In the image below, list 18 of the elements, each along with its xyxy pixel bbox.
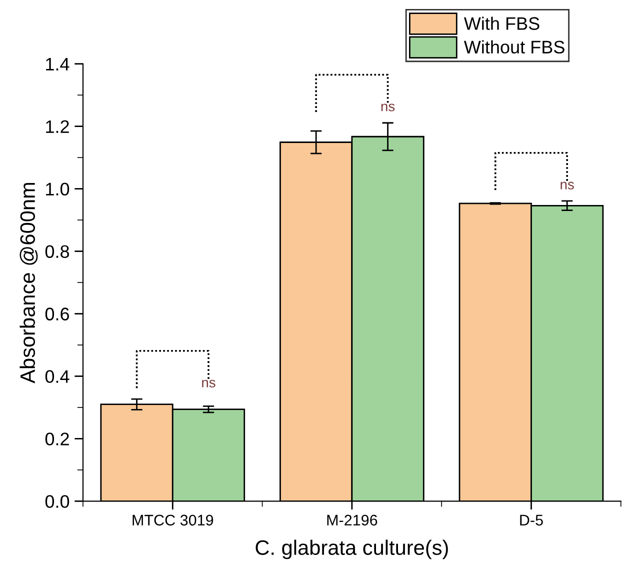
x-axis-title: C. glabrata culture(s) — [256, 540, 448, 560]
y-tick-label: 1.0 — [46, 182, 70, 196]
y-tick-label: 0.2 — [45, 432, 69, 446]
y-tick-label: 0.6 — [45, 308, 70, 320]
x-tick-label: M-2196 — [327, 514, 378, 526]
y-tick-label: 0.4 — [45, 370, 70, 383]
y-axis-title: Absorbance @600nm — [20, 182, 38, 384]
annotation: ns — [381, 104, 395, 112]
x-tick-label: D-5 — [520, 514, 543, 526]
annotation: ns — [202, 380, 216, 388]
x-tick-label: MTCC 3019 — [132, 514, 214, 526]
y-tick-label: 0.8 — [45, 245, 70, 258]
legend-label: With FBS — [464, 16, 540, 30]
y-tick-label: 1.2 — [46, 120, 69, 133]
legend-label: Without FBS — [464, 40, 564, 54]
annotation: ns — [560, 182, 574, 190]
y-tick-label: 1.4 — [46, 58, 70, 70]
y-tick-label: 0.0 — [45, 495, 70, 508]
